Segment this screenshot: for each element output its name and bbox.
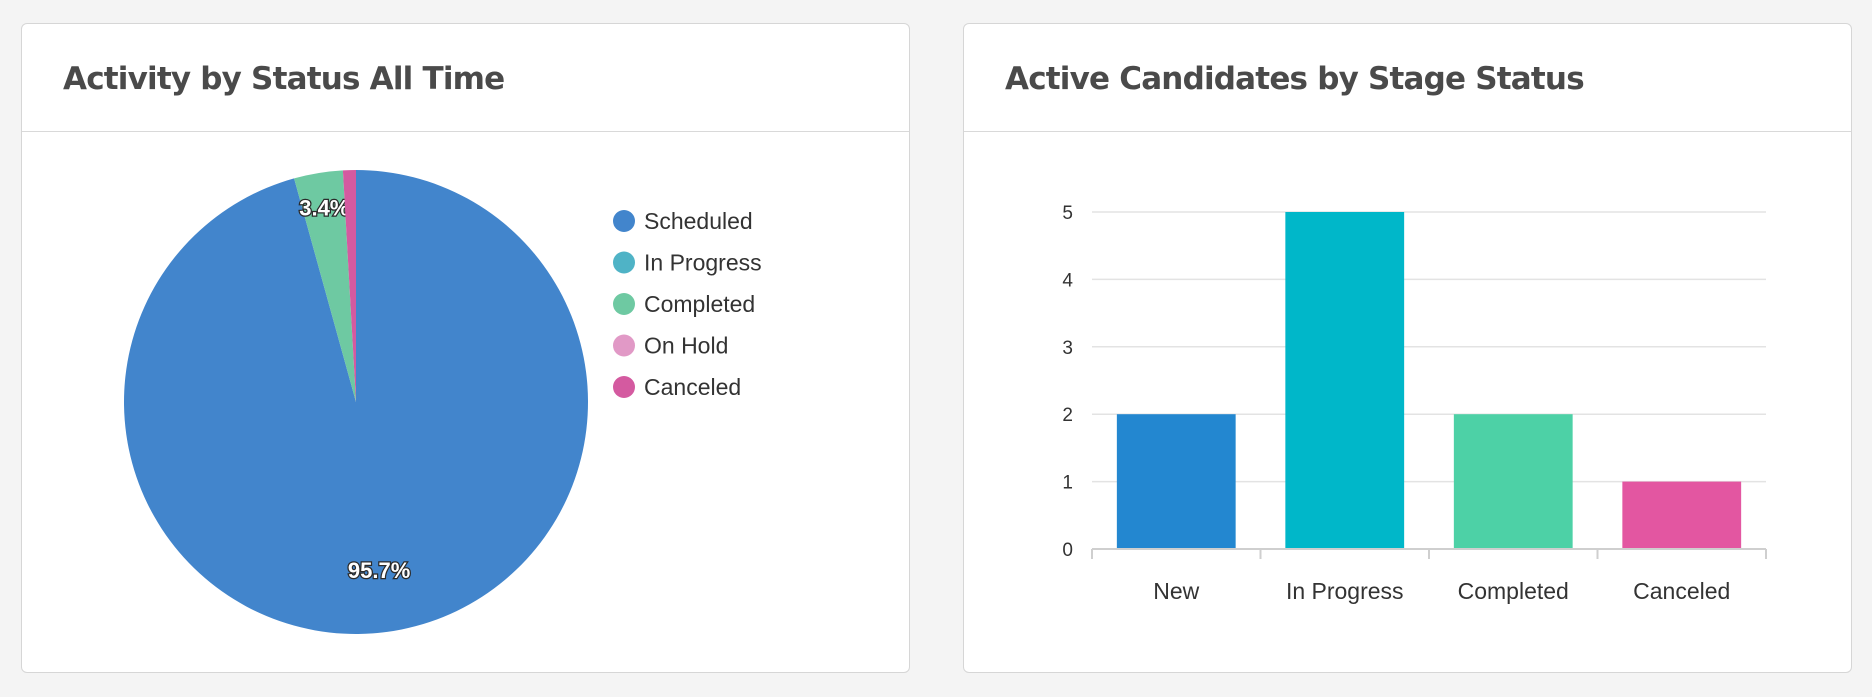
x-category-label: Canceled [1633, 578, 1730, 604]
card-body: 95.7% 3.4% Scheduled In Progress Completed On… [22, 132, 909, 672]
pie-slice-canceled[interactable] [342, 170, 356, 402]
card-title: Active Candidates by Stage Status [1005, 60, 1585, 97]
candidates-stage-card: Active Candidates by Stage Status 0 1 2 3 4 5… [963, 23, 1852, 673]
bar-completed[interactable] [1453, 414, 1573, 549]
legend-label: On Hold [644, 333, 728, 359]
legend-item-in-progress[interactable]: In Progress [613, 250, 762, 276]
slice-data-label: 3.4% [299, 196, 349, 221]
card-header: Activity by Status All Time [22, 24, 909, 132]
bar-in-progress[interactable] [1285, 212, 1405, 549]
y-tick-label: 1 [1062, 473, 1073, 494]
y-tick-label: 0 [1062, 540, 1073, 561]
legend-item-canceled[interactable]: Canceled [613, 374, 741, 400]
legend-item-on-hold[interactable]: On Hold [613, 333, 728, 359]
slice-data-label: 95.7% [348, 558, 410, 583]
bar-chart: 0 1 2 3 4 5 New In Progress Completed Canceled [1062, 203, 1767, 604]
legend-marker [613, 210, 635, 232]
activity-status-card: Activity by Status All Time 95.7% 3.4% Sch… [21, 23, 910, 673]
legend-marker [613, 293, 635, 315]
pie-chart: 95.7% 3.4% Scheduled In Progress Completed On… [124, 170, 762, 634]
legend-marker [613, 376, 635, 398]
legend-marker [613, 334, 635, 357]
pie-slice-completed[interactable] [294, 170, 356, 402]
card-title: Activity by Status All Time [63, 60, 505, 97]
y-tick-label: 5 [1062, 203, 1073, 224]
x-category-label: New [1153, 578, 1199, 604]
y-tick-label: 3 [1062, 338, 1073, 359]
x-category-label: Completed [1458, 578, 1569, 604]
legend-label: In Progress [644, 250, 762, 276]
legend-label: Canceled [644, 374, 741, 400]
y-tick-label: 4 [1062, 270, 1073, 291]
bar-canceled[interactable] [1622, 481, 1742, 549]
legend-item-completed[interactable]: Completed [613, 291, 755, 317]
card-header: Active Candidates by Stage Status [964, 24, 1851, 132]
card-body: 0 1 2 3 4 5 New In Progress Completed Canceled [964, 132, 1851, 672]
x-category-label: In Progress [1286, 578, 1404, 604]
legend-label: Scheduled [644, 208, 753, 234]
bar-new[interactable] [1116, 414, 1236, 549]
legend-marker [613, 251, 635, 274]
legend-label: Completed [644, 291, 755, 317]
y-tick-label: 2 [1062, 405, 1073, 426]
legend-item-scheduled[interactable]: Scheduled [613, 208, 753, 234]
